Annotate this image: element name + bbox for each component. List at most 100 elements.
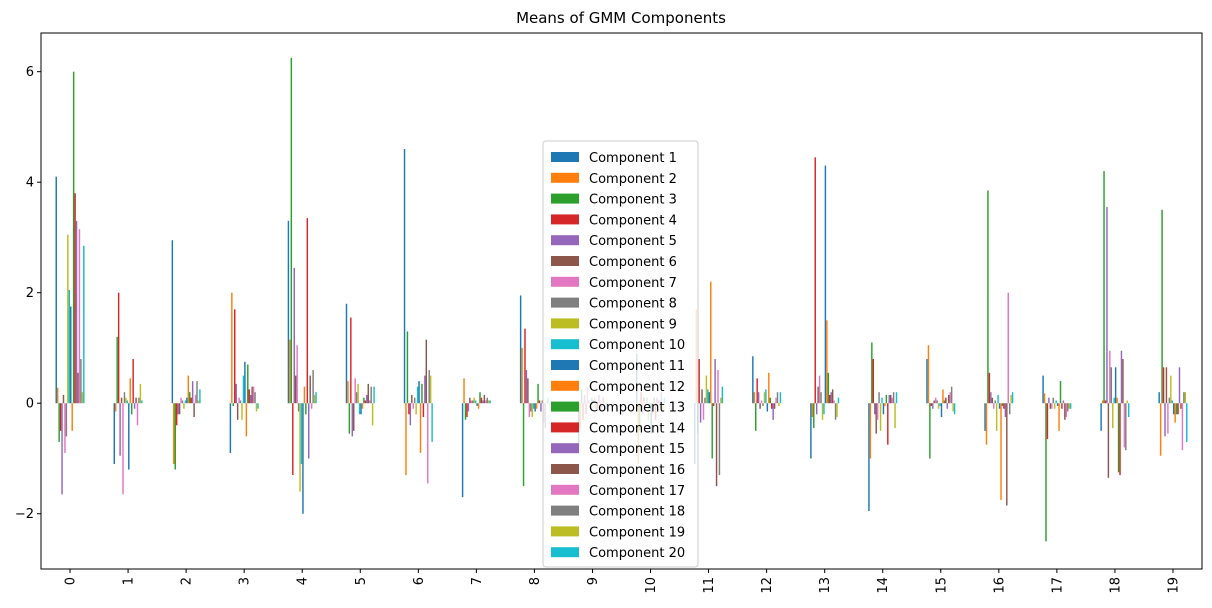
bar-component-1-cat-8 [519,295,522,404]
bar-component-19-cat-4 [313,394,316,404]
bar-component-13-cat-4 [305,403,307,415]
bar-component-14-cat-11 [712,403,715,406]
bar-component-15-cat-14 [888,394,890,404]
bar-component-20-cat-19 [1186,403,1188,442]
bar-component-4-cat-5 [350,317,352,404]
legend-swatch [551,214,579,225]
bar-component-16-cat-5 [367,383,369,404]
bar-component-13-cat-0 [72,71,75,404]
bar-component-1-cat-2 [171,240,174,404]
legend-swatch [551,526,579,537]
legend-swatch [551,547,579,558]
bar-component-15-cat-17 [1062,400,1065,404]
bar-component-13-cat-13 [827,372,830,404]
y-tick-label: 6 [26,65,34,80]
bar-component-6-cat-3 [236,403,239,420]
bar-component-20-cat-5 [373,386,375,404]
bar-component-18-cat-5 [370,386,372,404]
bar-component-8-cat-2 [181,400,184,404]
bar-component-3-cat-18 [1103,171,1105,404]
bar-component-14-cat-6 [422,403,425,418]
bar-component-10-cat-11 [707,389,709,404]
bar-component-9-cat-13 [821,403,824,420]
bar-component-2-cat-13 [811,403,814,418]
bar-component-9-cat-6 [415,403,417,415]
bar-component-2-cat-0 [56,387,59,404]
bar-component-7-cat-12 [760,400,763,404]
bar-component-13-cat-7 [479,392,481,404]
bar-component-19-cat-19 [1184,392,1187,404]
bar-component-10-cat-12 [765,389,767,404]
legend-swatch [551,172,579,183]
bar-component-10-cat-19 [1171,400,1173,404]
legend-label: Component 7 [589,276,677,291]
bar-component-2-cat-1 [115,403,117,412]
bar-component-7-cat-7 [470,400,473,404]
legend-swatch [551,443,579,454]
bar-component-6-cat-7 [469,397,471,404]
bar-component-5-cat-8 [525,370,528,404]
bar-component-20-cat-14 [895,392,898,404]
legend-swatch [551,401,579,412]
bar-component-7-cat-1 [122,403,124,495]
bar-component-7-cat-17 [1051,403,1053,409]
bar-component-2-cat-12 [753,392,756,404]
bar-component-7-cat-0 [64,403,66,453]
bar-component-3-cat-13 [813,403,815,429]
bar-component-6-cat-8 [527,378,529,404]
bar-component-11-cat-13 [824,165,827,404]
y-tick-label: −2 [15,507,34,522]
bar-component-14-cat-1 [132,359,134,404]
bar-component-17-cat-18 [1123,403,1126,448]
x-tick-label: 4 [296,577,311,585]
bar-component-12-cat-4 [303,386,306,404]
bar-component-17-cat-12 [775,397,777,404]
bar-component-3-cat-19 [1161,209,1163,404]
bar-component-14-cat-8 [538,400,541,404]
bar-component-7-cat-8 [528,403,531,418]
x-tick-label: 12 [760,577,775,594]
bar-component-5-cat-7 [467,403,470,412]
bar-component-18-cat-0 [80,359,82,404]
legend-swatch [551,422,579,433]
x-tick-label: 1 [122,577,137,585]
bar-component-6-cat-19 [1165,367,1168,404]
bar-component-11-cat-17 [1056,403,1059,406]
x-tick-label: 15 [934,577,949,594]
bar-component-17-cat-13 [833,400,835,404]
bar-component-13-cat-3 [247,364,249,404]
x-tick-label: 7 [470,577,485,585]
bar-component-6-cat-14 [875,403,877,434]
bar-component-3-cat-12 [755,403,757,431]
bar-component-5-cat-17 [1048,397,1050,404]
bar-component-14-cat-13 [829,394,831,404]
bar-component-5-cat-2 [177,403,179,415]
bar-component-3-cat-1 [116,336,118,404]
bar-component-17-cat-5 [368,400,371,404]
bar-component-13-cat-8 [537,383,539,404]
bar-component-4-cat-13 [814,157,816,404]
bar-component-14-cat-18 [1119,403,1121,476]
x-tick-label: 18 [1108,577,1123,594]
bar-component-15-cat-2 [191,381,194,404]
bar-component-1-cat-3 [229,403,232,453]
bar-component-13-cat-17 [1059,381,1062,404]
bar-component-1-cat-1 [113,403,116,465]
x-tick-label: 11 [702,577,717,594]
bar-component-12-cat-0 [71,403,73,431]
legend-label: Component 15 [589,442,685,457]
bar-component-8-cat-0 [65,403,68,437]
bar-component-4-cat-18 [1104,400,1107,404]
bar-component-20-cat-2 [199,389,201,404]
bar-component-9-cat-2 [183,403,185,409]
x-tick-label: 3 [238,577,253,585]
bar-component-4-cat-17 [1046,403,1049,440]
bar-component-2-cat-6 [405,403,407,476]
bar-component-17-cat-7 [485,400,487,404]
bar-component-13-cat-18 [1117,403,1120,473]
bar-component-17-cat-14 [891,397,893,404]
bar-component-6-cat-15 [933,400,935,404]
bar-component-18-cat-18 [1125,403,1127,451]
